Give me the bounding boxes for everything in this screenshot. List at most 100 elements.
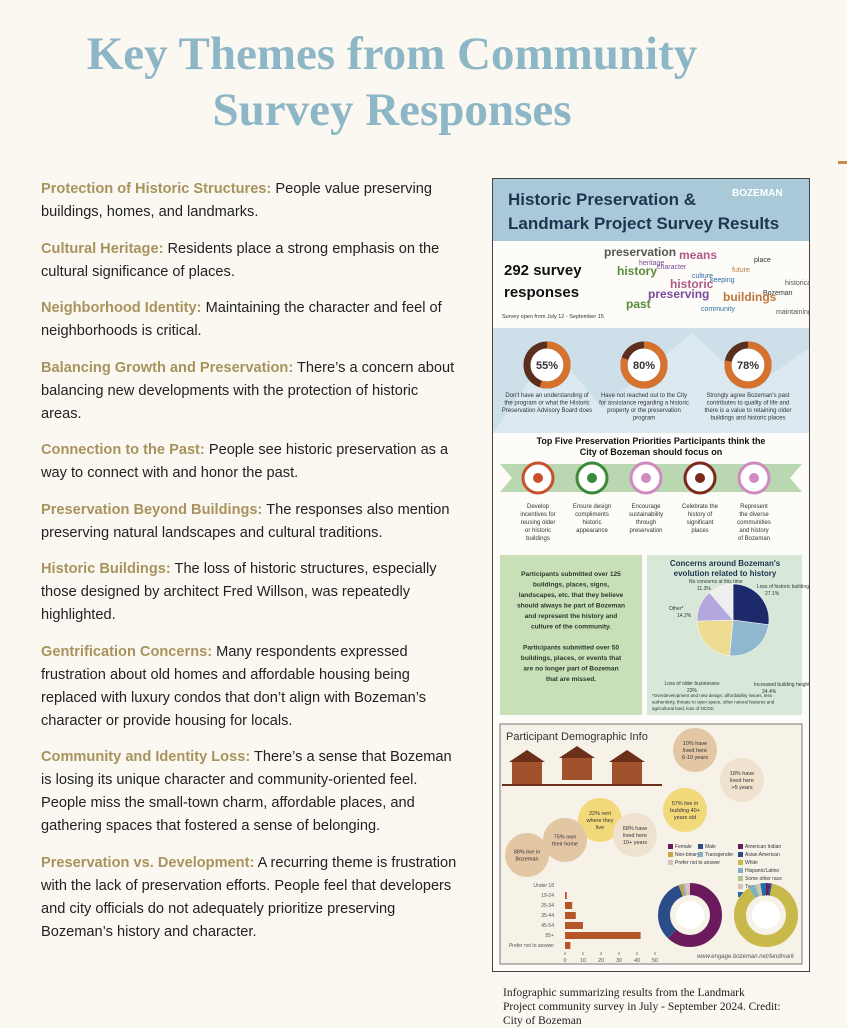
theme-body: There’s a sense that Bozeman is losing i… (41, 749, 452, 834)
word: means (679, 248, 717, 262)
bubble (578, 798, 622, 842)
bubble-text: >5 years (731, 785, 752, 791)
legend-label: White (745, 860, 758, 866)
caption-line: Infographic summarizing results from the… (503, 987, 745, 999)
ring-caption: buildings and historic places (710, 416, 785, 422)
priority-dot (533, 473, 543, 483)
theme-body: A recurring theme is frustration with th… (41, 854, 457, 940)
roof (609, 750, 645, 762)
age-label: 55+ (546, 933, 555, 939)
priority-label: historic (582, 520, 601, 526)
pie-value: 14.2% (677, 613, 692, 619)
theme-heading: Balancing Growth and Preservation: (41, 359, 294, 376)
word: historical (785, 280, 810, 287)
legend-label: Some other race (745, 876, 782, 882)
legend-label: Prefer not to answer (675, 860, 720, 866)
age-bar (565, 942, 571, 949)
bubble-text: years old (674, 815, 696, 821)
ring-label: 55% (536, 360, 558, 372)
theme-heading: Connection to the Past: (41, 442, 205, 458)
theme-heading: Protection of Historic Structures: (41, 181, 272, 197)
theme-body: Many respondents expressed frustration a… (41, 643, 427, 729)
legend-label: Asian American (745, 852, 780, 858)
accent (838, 161, 847, 164)
theme-heading: Neighborhood Identity: (41, 300, 202, 316)
x-tick-label: 0 (563, 958, 566, 964)
info-title: Landmark Project Survey Results (508, 214, 779, 233)
pie-name: No concerns at this time (689, 579, 743, 585)
info-title: Historic Preservation & (508, 190, 696, 209)
theme: Neighborhood Identity: Maintaining the c… (41, 297, 461, 343)
concerns-note: agricultural land, loss of NCOD (652, 706, 715, 711)
theme: Connection to the Past: People see histo… (41, 439, 461, 485)
donut-segment (658, 883, 722, 947)
x-tick-label: 10 (580, 958, 586, 964)
legend-swatch (668, 852, 673, 857)
priority-label: history of (688, 512, 713, 518)
bubble-text: lived here (623, 833, 647, 839)
priority-label: Represent (740, 504, 768, 510)
bubble-text: Bozeman (515, 857, 538, 863)
theme-body: Maintaining the character and feel of ne… (41, 300, 442, 339)
header-band (493, 179, 809, 241)
legend-swatch (698, 844, 703, 849)
infographic: Historic Preservation & Landmark Project … (492, 178, 810, 972)
submissions-line: buildings, places, or events that (521, 655, 622, 662)
priority-label: compliments (575, 512, 609, 518)
priority-label: appearance (576, 528, 608, 534)
bubble (663, 788, 707, 832)
submissions-line: landscapes, etc. that they believe (519, 592, 624, 599)
legend-swatch (738, 868, 743, 873)
ring-caption: Strongly agree Bozeman's past (706, 393, 790, 399)
ring-caption: program (633, 416, 655, 422)
donut-segment (658, 883, 722, 947)
bubble-text: 10+ years (623, 840, 648, 846)
donut-hole (676, 901, 704, 929)
priority-label: significant (687, 520, 714, 526)
demo-url: www.engage.bozeman.net/landmark (697, 954, 795, 960)
theme-heading: Gentrification Concerns: (41, 643, 213, 660)
submissions-line: are no longer part of Bozeman (523, 666, 618, 673)
legend-label: Male (705, 844, 716, 850)
theme-body: People see historic preservation as a wa… (41, 442, 449, 481)
bubble (673, 728, 717, 772)
submissions-line: that are missed. (546, 676, 596, 683)
pie-name: Loss of older businesses (664, 681, 720, 687)
word: historic (670, 277, 714, 291)
bubble-text: where they (586, 818, 614, 824)
word: preservation (604, 245, 676, 259)
ring-label: 80% (633, 360, 655, 372)
age-label: 19-24 (541, 893, 554, 899)
caption: Infographic summarizing results from the… (503, 986, 781, 1028)
legend-swatch (668, 844, 673, 849)
legend-swatch (698, 852, 703, 857)
theme: Gentrification Concerns: Many respondent… (41, 641, 461, 733)
priority-dot (641, 473, 651, 483)
survey-dates: Survey open from July 12 - September 15 (502, 314, 604, 320)
x-tick-label: 20 (598, 958, 604, 964)
age-label: Prefer not to answer (509, 943, 554, 949)
bubble-text: 68% have (623, 826, 647, 832)
legend-label: American Indian (745, 844, 781, 850)
age-bar (565, 902, 573, 909)
title-line: Key Themes from Community (86, 28, 698, 80)
ring-caption: for assistance regarding a historic (599, 401, 689, 407)
word: keeping (710, 277, 735, 284)
bubble (505, 833, 549, 877)
legend-swatch (738, 852, 743, 857)
priority-label: Develop (527, 504, 550, 510)
pie-name: Other* (669, 606, 684, 612)
demo-title: Participant Demographic Info (506, 731, 648, 743)
priority-label: or historic (525, 528, 551, 534)
pie-slice (696, 619, 734, 657)
ring-caption: property or the preservation (607, 408, 681, 414)
bubble (720, 758, 764, 802)
x-tick-label: 50 (652, 958, 658, 964)
age-bar (565, 912, 576, 919)
ring-caption: contributes to quality of life and (707, 401, 790, 407)
donut-hole (752, 901, 780, 929)
age-bar (565, 932, 641, 939)
age-label: 45-54 (541, 923, 554, 929)
pie-value: 23% (687, 688, 698, 694)
pie-value: 11.3% (697, 586, 711, 592)
